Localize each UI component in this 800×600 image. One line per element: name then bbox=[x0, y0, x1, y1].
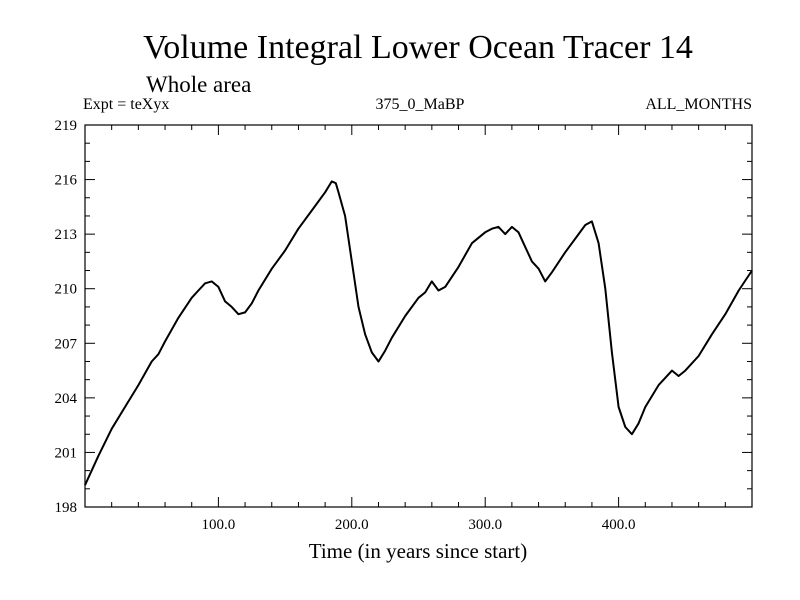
y-tick-label: 219 bbox=[55, 118, 78, 134]
y-tick-label: 207 bbox=[55, 336, 78, 352]
x-axis-label: Time (in years since start) bbox=[309, 539, 528, 563]
experiment-label: Expt = teXyx bbox=[83, 96, 169, 113]
y-tick-label: 210 bbox=[55, 282, 78, 298]
months-label: ALL_MONTHS bbox=[645, 96, 752, 113]
chart-subtitle: Whole area bbox=[146, 72, 251, 97]
plot-frame bbox=[84, 124, 753, 508]
y-tick-label: 198 bbox=[55, 500, 78, 516]
y-tick-label: 204 bbox=[55, 391, 78, 407]
y-tick-label: 201 bbox=[55, 445, 78, 461]
chart-title: Volume Integral Lower Ocean Tracer 14 bbox=[143, 29, 693, 66]
x-tick-label: 400.0 bbox=[602, 517, 636, 533]
x-axis: 100.0 200.0 300.0 400.0 bbox=[111, 125, 726, 533]
y-axis: 198 201 204 207 210 213 216 219 bbox=[55, 118, 752, 516]
x-tick-label: 100.0 bbox=[202, 517, 236, 533]
y-tick-label: 213 bbox=[55, 227, 78, 243]
series-line bbox=[84, 180, 753, 486]
y-tick-label: 216 bbox=[55, 173, 78, 189]
x-tick-label: 200.0 bbox=[335, 517, 369, 533]
period-label: 375_0_MaBP bbox=[376, 96, 465, 113]
x-tick-label: 300.0 bbox=[468, 517, 502, 533]
